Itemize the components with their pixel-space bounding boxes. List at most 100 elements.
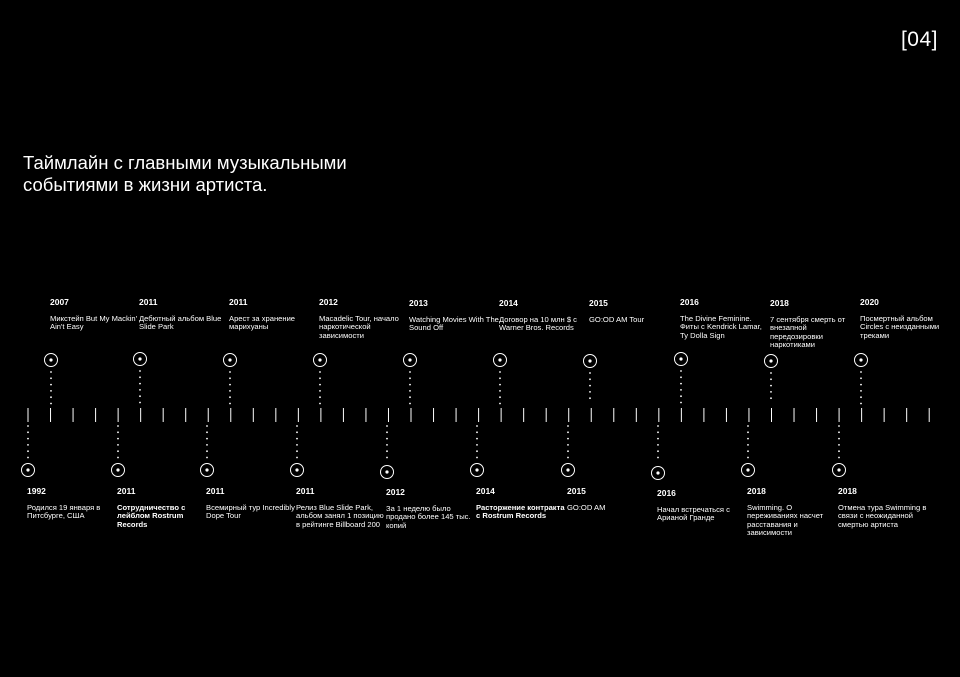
event-connector-dot	[296, 431, 298, 434]
event-marker-ring	[290, 463, 304, 477]
event-connector-dot	[50, 396, 52, 399]
event-connector-dot	[27, 444, 29, 446]
event-connector-dot	[476, 425, 478, 427]
event-connector-dot	[838, 437, 840, 440]
event-connector-dot	[567, 456, 569, 459]
event-connector-dot	[139, 401, 141, 404]
event-year: 2011	[206, 486, 225, 496]
event-connector-dot	[589, 378, 591, 381]
event-connector-dot	[409, 383, 411, 386]
event-connector-dot	[117, 431, 119, 434]
event-marker-ring	[200, 463, 214, 477]
event-marker-ring	[111, 463, 125, 477]
event-description: Микстейп But My Mackin' Ain't Easy	[50, 314, 138, 332]
event-connector-dot	[229, 371, 231, 373]
event-connector-dot	[386, 450, 388, 453]
event-connector-dot	[747, 437, 749, 440]
event-connector-dot	[27, 431, 29, 434]
event-connector-dot	[476, 456, 478, 459]
event-connector-dot	[567, 437, 569, 440]
event-connector-dot	[319, 396, 321, 399]
event-connector-dot	[838, 431, 840, 434]
event-connector-dot	[499, 402, 501, 405]
event-description: Договор на 10 млн $ с Warner Bros. Recor…	[499, 315, 577, 333]
event-connector-dot	[499, 390, 501, 392]
event-connector-dot	[206, 437, 208, 440]
event-marker-dot	[408, 358, 412, 362]
event-description: Сотрудничество с лейблом Rostrum Records	[117, 503, 186, 529]
event-connector-dot	[747, 431, 749, 434]
event-connector-dot	[206, 456, 208, 459]
event-description: Watching Movies With The Sound Off	[409, 315, 499, 333]
event-description: Всемирный тур Incredibly Dope Tour	[206, 503, 295, 521]
event-connector-dot	[139, 370, 141, 372]
event-year: 2016	[657, 488, 676, 498]
event-connector-dot	[657, 450, 659, 453]
event-connector-dot	[117, 437, 119, 440]
event-marker-dot	[138, 357, 142, 361]
event-year: 2015	[567, 486, 586, 496]
event-connector-dot	[860, 377, 862, 380]
event-marker-dot	[566, 468, 570, 472]
event-bottom: 2015 GO:OD AM	[567, 486, 657, 512]
event-connector-dot	[657, 431, 659, 434]
event-connector-dot	[50, 377, 52, 380]
event-connector-dot	[409, 390, 411, 392]
event-connector-dot	[589, 372, 591, 374]
event-year: 2011	[229, 297, 248, 307]
event-connector-dot	[27, 450, 29, 453]
event-connector-dot	[27, 437, 29, 440]
event-year: 2012	[319, 297, 338, 307]
event-connector-dot	[409, 396, 411, 399]
event-marker-ring	[764, 354, 778, 368]
event-connector-dot	[319, 390, 321, 392]
event-connector-dot	[680, 395, 682, 398]
event-description: За 1 неделю было продано более 145 тыс. …	[386, 504, 471, 530]
event-marker-ring	[651, 466, 665, 480]
event-connector-dot	[657, 437, 659, 440]
event-connector-dot	[680, 370, 682, 372]
event-year: 2011	[117, 486, 136, 496]
event-connector-dot	[567, 425, 569, 427]
event-connector-dot	[680, 376, 682, 379]
event-top: 2014 Договор на 10 млн $ с Warner Bros. R…	[499, 298, 589, 333]
event-connector-dot	[680, 382, 682, 385]
event-bottom: 2014 Расторжение контракта с Rostrum Reco…	[476, 486, 566, 521]
event-marker-ring	[403, 353, 417, 367]
event-year: 2018	[838, 486, 857, 496]
event-year: 2011	[296, 486, 315, 496]
event-marker-ring	[44, 353, 58, 367]
event-connector-dot	[770, 378, 772, 381]
event-description: Релиз Blue Slide Park, альбом занял 1 по…	[296, 503, 384, 529]
event-connector-dot	[117, 444, 119, 446]
event-connector-dot	[206, 431, 208, 434]
event-connector-dot	[589, 384, 591, 387]
event-connector-dot	[319, 377, 321, 380]
event-connector-dot	[319, 371, 321, 373]
event-connector-dot	[117, 450, 119, 453]
event-connector-dot	[680, 401, 682, 404]
event-marker-dot	[318, 358, 322, 362]
event-year: 2011	[139, 297, 158, 307]
event-connector-dot	[296, 456, 298, 459]
event-connector-dot	[567, 450, 569, 453]
event-description: Посмертный альбом Circles с неизданными …	[860, 314, 940, 340]
event-connector-dot	[229, 402, 231, 405]
event-connector-dot	[319, 402, 321, 405]
event-connector-dot	[476, 431, 478, 434]
event-marker-dot	[295, 468, 299, 472]
event-marker-dot	[205, 468, 209, 472]
event-connector-dot	[386, 431, 388, 434]
event-connector-dot	[838, 444, 840, 446]
event-marker-dot	[385, 470, 389, 474]
event-connector-dot	[680, 389, 682, 391]
event-connector-dot	[296, 437, 298, 440]
event-connector-dot	[770, 384, 772, 387]
event-connector-dot	[229, 390, 231, 392]
event-connector-dot	[476, 437, 478, 440]
event-connector-dot	[206, 425, 208, 427]
event-connector-dot	[838, 456, 840, 459]
event-connector-dot	[747, 456, 749, 459]
event-top: 2011 Дебютный альбом Blue Slide Park	[139, 297, 229, 332]
